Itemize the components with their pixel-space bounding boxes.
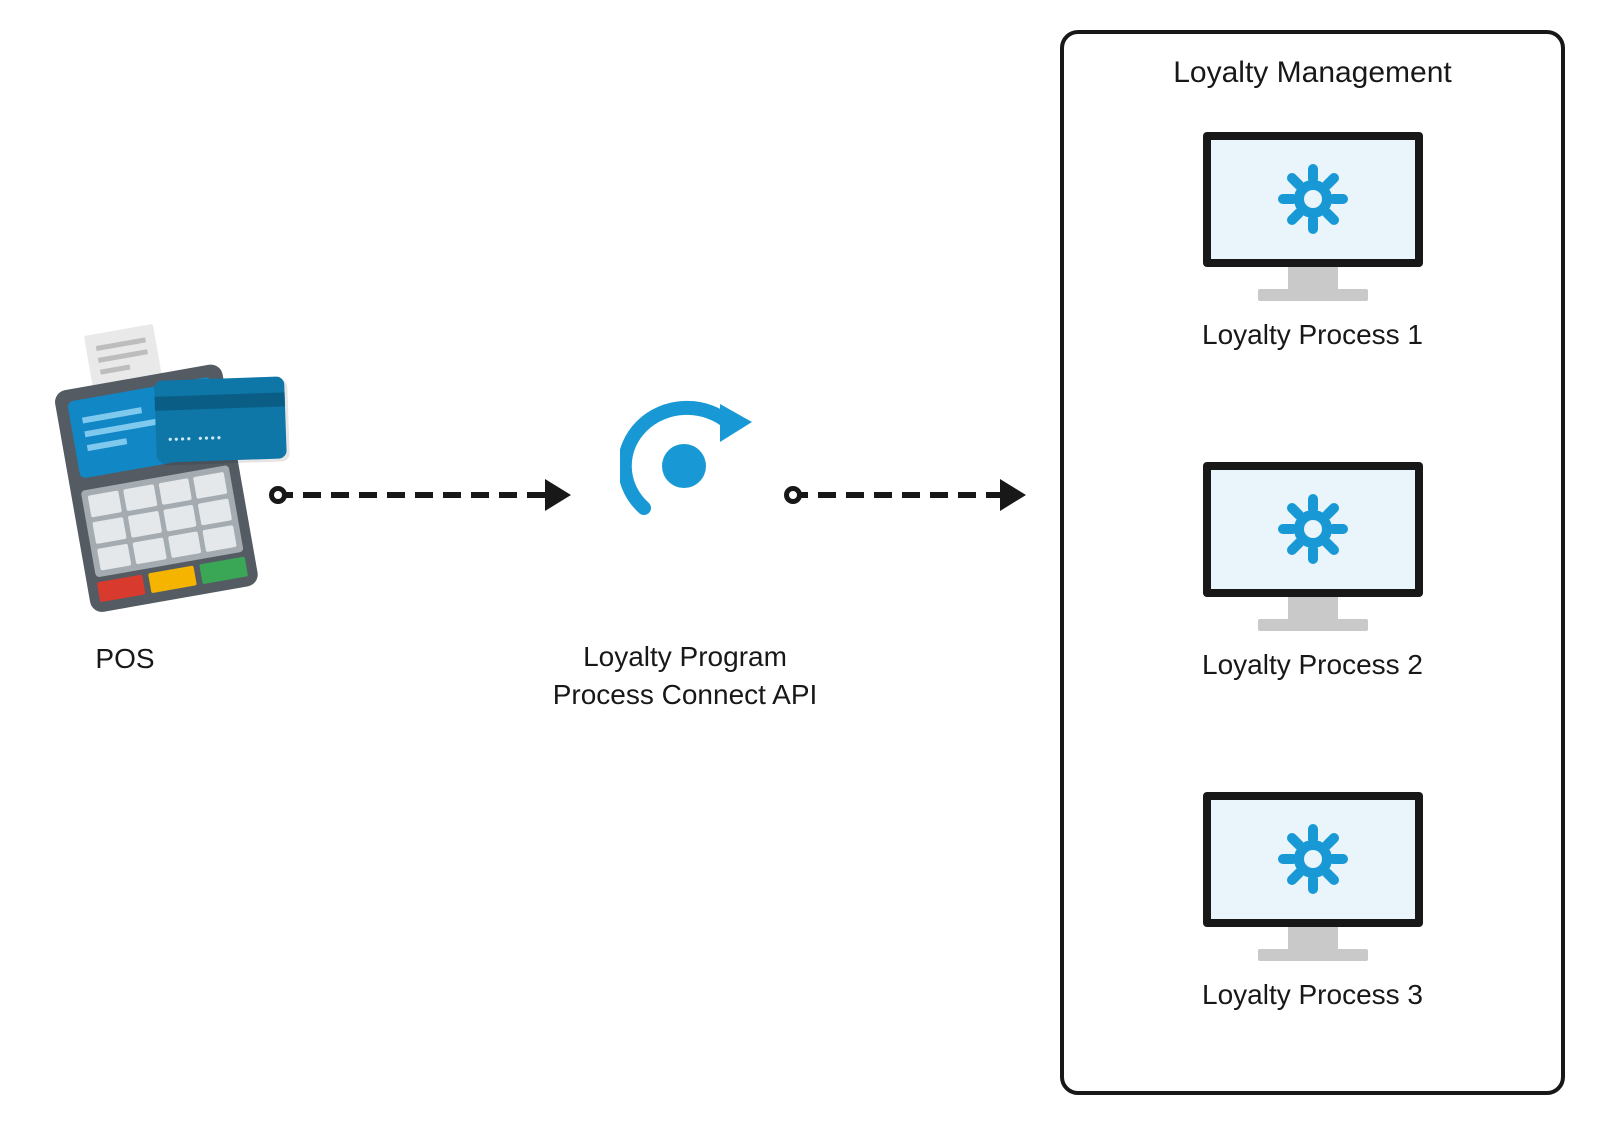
diagram-canvas: •••• •••• POS Loyalty Program Process Co… xyxy=(0,0,1600,1123)
loyalty-process-1-label: Loyalty Process 1 xyxy=(1202,319,1423,351)
process-connect-api-icon xyxy=(620,390,760,530)
loyalty-process-3: Loyalty Process 3 xyxy=(1064,784,1561,1011)
loyalty-process-1: Loyalty Process 1 xyxy=(1064,124,1561,351)
pos-terminal-icon: •••• •••• xyxy=(55,350,265,610)
loyalty-management-title: Loyalty Management xyxy=(1064,56,1561,90)
loyalty-process-3-label: Loyalty Process 3 xyxy=(1202,979,1423,1011)
monitor-gear-icon xyxy=(1188,784,1438,969)
monitor-gear-icon xyxy=(1188,124,1438,309)
loyalty-management-container: Loyalty Management xyxy=(1060,30,1565,1095)
loyalty-process-2-label: Loyalty Process 2 xyxy=(1202,649,1423,681)
monitor-gear-icon xyxy=(1188,454,1438,639)
api-label: Loyalty Program Process Connect API xyxy=(500,638,870,714)
pos-label: POS xyxy=(35,640,215,678)
loyalty-process-2: Loyalty Process 2 xyxy=(1064,454,1561,681)
credit-card-icon: •••• •••• xyxy=(154,376,287,462)
